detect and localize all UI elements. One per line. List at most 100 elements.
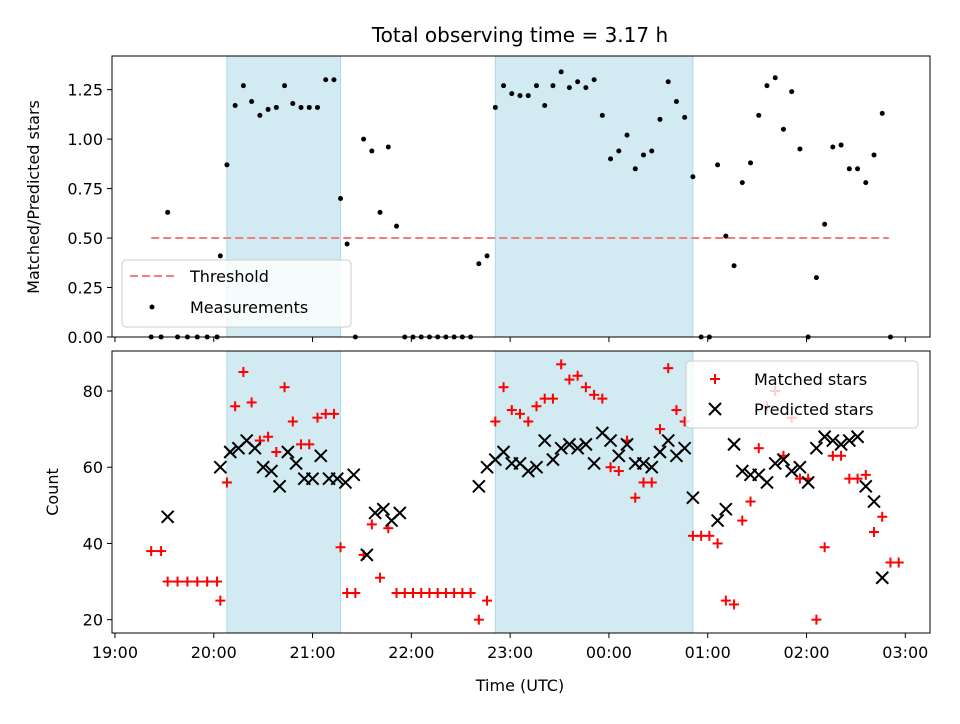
matched-star-marker: [271, 446, 282, 457]
matched-star-marker: [720, 595, 731, 606]
legend-measurements-swatch: [149, 304, 155, 310]
bottom-y-tick-label: 20: [83, 611, 103, 630]
legend-threshold-label: Threshold: [189, 267, 269, 286]
measurement-point: [344, 241, 350, 247]
measurement-point: [723, 233, 729, 239]
measurement-point: [830, 144, 836, 150]
predicted-star-marker: [562, 437, 577, 452]
predicted-star-marker: [776, 452, 791, 467]
matched-star-marker: [328, 408, 339, 419]
matched-star-marker: [366, 519, 377, 530]
top-y-axis-label: Matched/Predicted stars: [24, 100, 43, 294]
predicted-star-marker: [272, 479, 287, 493]
matched-star-marker: [663, 363, 674, 374]
predicted-star-markers: [160, 426, 889, 585]
bottom-y-tick-label: 40: [83, 534, 103, 553]
measurement-point: [249, 99, 255, 105]
measurement-point: [657, 116, 663, 122]
matched-star-marker: [212, 576, 223, 587]
measurement-point: [369, 148, 375, 154]
matched-star-marker: [162, 576, 173, 587]
x-tick-label: 00:00: [586, 643, 632, 662]
matched-star-marker: [877, 511, 888, 522]
predicted-star-marker: [248, 441, 262, 455]
predicted-star-marker: [719, 502, 733, 516]
predicted-star-marker: [213, 460, 228, 474]
x-tick-label: 02:00: [783, 643, 829, 662]
measurement-point: [282, 83, 288, 89]
matched-star-marker: [515, 408, 526, 419]
measurement-point: [323, 77, 329, 83]
matched-star-marker: [146, 546, 157, 557]
measurement-point: [690, 174, 696, 180]
predicted-star-marker: [289, 456, 303, 471]
predicted-star-marker: [686, 491, 700, 505]
matched-star-marker: [287, 416, 298, 427]
measurement-point: [608, 156, 614, 162]
predicted-star-marker: [735, 464, 750, 478]
predicted-star-marker: [859, 479, 873, 493]
measurement-point: [731, 263, 737, 269]
matched-star-marker: [246, 397, 257, 408]
measurement-point: [641, 152, 647, 158]
predicted-star-marker: [661, 433, 675, 448]
predicted-star-marker: [620, 437, 634, 452]
measurement-point: [838, 142, 844, 148]
measurement-point: [575, 79, 581, 85]
bottom-legend: Matched stars Predicted stars: [685, 360, 919, 429]
top-y-tick-label: 0.50: [67, 229, 103, 248]
matched-star-marker: [654, 424, 665, 435]
top-legend: Threshold Measurements: [121, 259, 352, 328]
matched-star-marker: [490, 416, 501, 427]
top-y-tick-label: 1.25: [67, 81, 103, 100]
measurement-point: [476, 261, 482, 267]
measurement-point: [265, 106, 271, 112]
measurement-point: [484, 253, 490, 259]
measurement-point: [394, 223, 400, 229]
top-y-tick-label: 0.75: [67, 180, 103, 199]
legend-measurements-label: Measurements: [190, 298, 308, 317]
matched-star-marker: [630, 492, 641, 503]
x-tick-label: 20:00: [191, 643, 237, 662]
x-tick-label: 21:00: [289, 643, 335, 662]
predicted-star-marker: [875, 571, 889, 585]
measurement-point: [764, 83, 770, 89]
measurement-point: [591, 77, 597, 83]
measurement-point: [232, 102, 238, 108]
measurement-point: [813, 275, 819, 281]
predicted-star-marker: [850, 430, 865, 444]
matched-star-marker: [375, 572, 386, 583]
predicted-star-marker: [264, 464, 279, 478]
predicted-star-marker: [636, 456, 651, 471]
predicted-star-marker: [538, 433, 552, 448]
predicted-star-marker: [368, 506, 382, 520]
measurement-point: [715, 162, 721, 168]
matched-star-marker: [473, 614, 484, 625]
matched-star-marker: [869, 527, 880, 538]
predicted-star-marker: [768, 456, 782, 471]
measurement-point: [682, 114, 688, 120]
measurement-point: [879, 110, 885, 116]
predicted-star-marker: [826, 433, 840, 448]
measurement-point: [525, 93, 531, 99]
top-plot-frame: [111, 55, 931, 338]
predicted-star-marker: [793, 460, 807, 474]
measurement-point: [756, 112, 762, 118]
matched-star-marker: [531, 401, 542, 412]
top-y-tick-label: 0.25: [67, 279, 103, 298]
predicted-star-marker: [784, 464, 799, 478]
matched-star-marker: [238, 366, 249, 377]
top-x-ticks: [114, 337, 906, 342]
bottom-y-tick-label: 80: [83, 382, 103, 401]
measurement-point: [542, 102, 548, 108]
measurement-point: [290, 100, 296, 106]
measurement-point: [165, 209, 171, 215]
predicted-star-marker: [376, 502, 391, 516]
bottom-panel: 20 40 60 80 19:00 20:00 21:00 22:00 23:00 00:00 0…: [43, 350, 931, 695]
measurement-point: [331, 77, 337, 83]
measurement-point: [632, 166, 638, 172]
measurement-point: [871, 152, 877, 158]
measurement-point: [566, 85, 572, 91]
predicted-star-marker: [809, 441, 824, 455]
